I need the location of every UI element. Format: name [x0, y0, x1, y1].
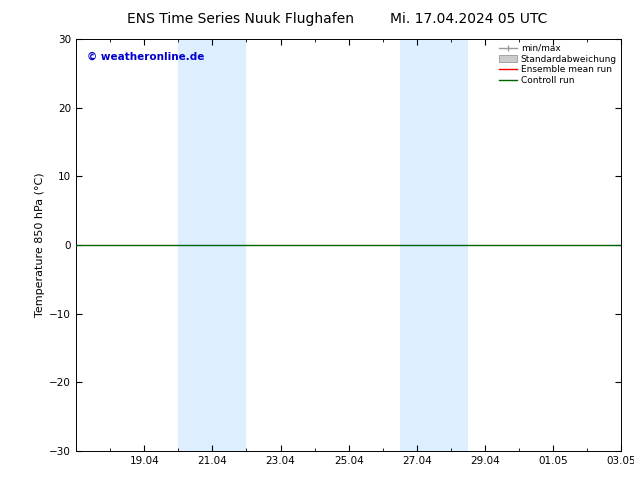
- Y-axis label: Temperature 850 hPa (°C): Temperature 850 hPa (°C): [35, 172, 45, 318]
- Text: ENS Time Series Nuuk Flughafen: ENS Time Series Nuuk Flughafen: [127, 12, 354, 26]
- Text: © weatheronline.de: © weatheronline.de: [87, 51, 204, 62]
- Text: Mi. 17.04.2024 05 UTC: Mi. 17.04.2024 05 UTC: [391, 12, 548, 26]
- Bar: [178, 39, 247, 451]
- Legend: min/max, Standardabweichung, Ensemble mean run, Controll run: min/max, Standardabweichung, Ensemble me…: [497, 42, 619, 87]
- Bar: [400, 39, 468, 451]
